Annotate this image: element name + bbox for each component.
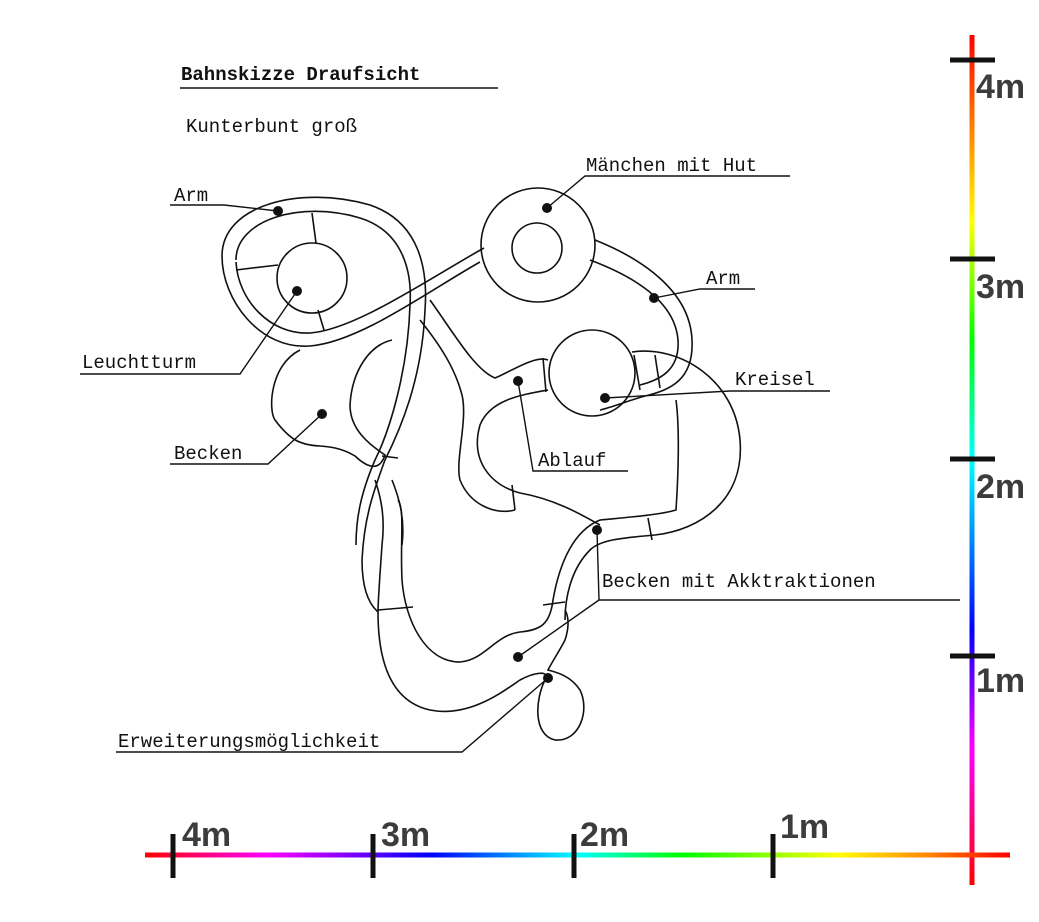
arm-left-label: Arm [174, 185, 208, 207]
ablauf-loop [476, 389, 601, 526]
kreisel-sleeper-1 [633, 354, 641, 391]
left-arm-loop-outer [221, 196, 427, 613]
leuchtturm-label: Leuchtturm [82, 352, 196, 374]
leuchtturm-leader [80, 290, 298, 375]
annotations: Arm Leuchtturm Becken Mänchen mit Hut Ar… [80, 155, 960, 753]
maenchen-leader [546, 175, 790, 209]
kreisel-label: Kreisel [735, 369, 815, 391]
maenchen-label: Mänchen mit Hut [586, 155, 757, 177]
becken-akk-pool [397, 499, 601, 663]
becken-akk-sleeper-2 [542, 601, 566, 606]
vertical-scale: 4m 3m 2m 1m [950, 35, 1025, 885]
ablauf-sleeper-2 [511, 484, 516, 511]
arm-left-leader [170, 204, 279, 212]
vertical-label-4m: 4m [976, 68, 1025, 106]
horizontal-label-3m: 3m [381, 816, 430, 854]
becken-pool [270, 339, 393, 468]
left-channel-sleeper [381, 455, 399, 459]
kreisel-outer-loop [564, 350, 742, 621]
left-arm-sleeper-3 [317, 309, 325, 331]
horizontal-scale: 4m 3m 2m 1m [145, 808, 1010, 878]
ablauf-label: Ablauf [538, 450, 606, 472]
maenchen-outer-circle [480, 187, 596, 303]
sketch-title: Bahnskizze Draufsicht [181, 64, 420, 86]
arm-right-label: Arm [706, 268, 740, 290]
left-arm-bottom-inner [235, 247, 485, 334]
kreisel-circle [548, 329, 636, 417]
kreisel-sleeper-2 [654, 354, 661, 389]
sketch-subtitle: Kunterbunt groß [186, 116, 357, 138]
right-arm-inner [589, 259, 679, 386]
vertical-label-3m: 3m [976, 268, 1025, 306]
horizontal-label-1m: 1m [780, 808, 829, 846]
becken-leader [170, 413, 323, 465]
left-arm-sleeper-2 [235, 264, 279, 271]
center-channel-right [429, 299, 549, 379]
becken-akk-outer [377, 609, 585, 741]
left-arm-loop-inner [235, 210, 412, 546]
track-layout [221, 187, 742, 741]
horizontal-label-4m: 4m [182, 816, 231, 854]
maenchen-inner-circle [511, 222, 563, 274]
becken-akk-channel [374, 479, 384, 613]
right-arm-outer [594, 239, 693, 411]
left-arm-bottom-outer [221, 255, 481, 347]
kreisel-inner-loop [599, 399, 680, 521]
becken-akk-leader-2 [517, 599, 600, 658]
left-arm-sleeper-1 [311, 212, 317, 244]
ablauf-leader [517, 380, 628, 472]
kreisel-leader [604, 390, 830, 399]
erweiterung-label: Erweiterungsmöglichkeit [118, 731, 380, 753]
right-loop-sleeper [647, 517, 653, 541]
horizontal-label-2m: 2m [580, 816, 629, 854]
becken-label: Becken [174, 443, 242, 465]
leuchtturm-circle [276, 242, 348, 314]
becken-akk-channel-2 [391, 479, 404, 546]
arm-right-leader [653, 288, 755, 299]
erweiterung-leader [116, 677, 549, 753]
becken-akk-label: Becken mit Akktraktionen [602, 571, 876, 593]
vertical-label-1m: 1m [976, 662, 1025, 700]
becken-akk-sleeper-1 [377, 606, 414, 611]
center-channel-left [419, 319, 516, 512]
vertical-label-2m: 2m [976, 468, 1025, 506]
ablauf-sleeper-1 [542, 357, 547, 393]
